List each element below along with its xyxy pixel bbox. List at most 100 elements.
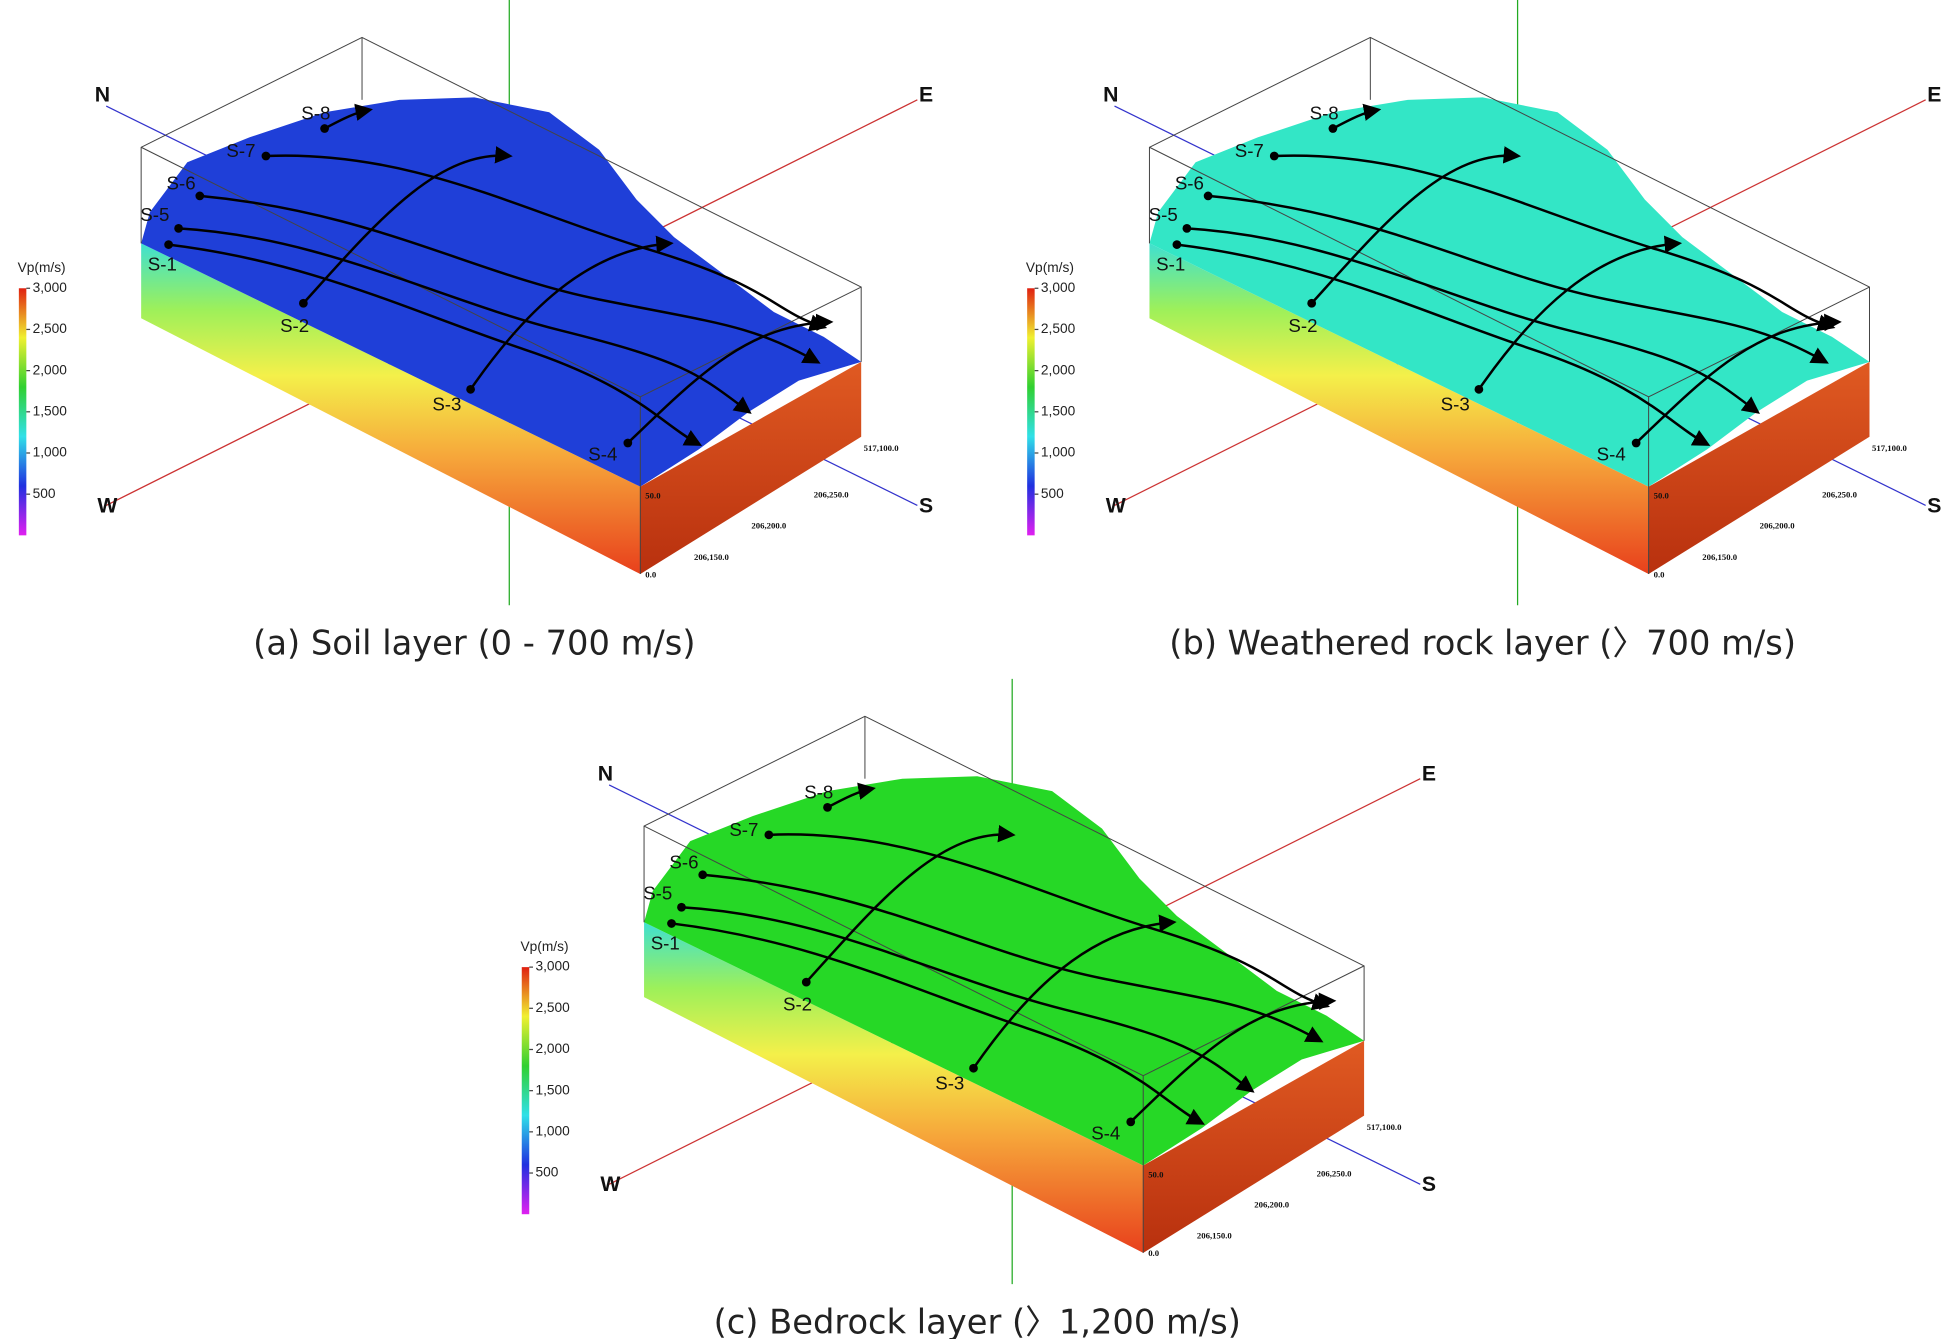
direction-label: E: [1927, 84, 1941, 107]
survey-point: [164, 240, 173, 249]
survey-line: [168, 243, 703, 446]
block-side: [141, 243, 641, 575]
survey-point: [623, 438, 633, 448]
coordinate-label: 206,250.0: [1317, 1168, 1353, 1178]
survey-point: [1269, 151, 1279, 161]
direction-label: E: [919, 84, 933, 107]
survey-point: [1328, 124, 1338, 133]
coordinate-label: 206,200.0: [1254, 1199, 1290, 1209]
survey-label: S-2: [783, 994, 812, 1015]
legend-tick-label: 3,000: [535, 959, 570, 974]
survey-line: [671, 922, 1205, 1125]
survey-label: S-3: [935, 1072, 964, 1093]
legend-tick-label: 1,000: [1041, 445, 1076, 460]
survey-line: [768, 833, 1331, 1011]
survey-label: S-4: [1597, 443, 1626, 464]
survey-line: [1332, 103, 1382, 130]
survey-label: S-6: [1175, 173, 1204, 194]
legend-tick-label: 500: [535, 1165, 558, 1180]
survey-label: S-2: [280, 315, 309, 336]
coordinate-label: 206,250.0: [1822, 489, 1858, 499]
survey-point: [299, 298, 308, 308]
survey-point: [1203, 191, 1213, 201]
survey-line: [1635, 313, 1842, 444]
coordinate-label: 206,150.0: [1702, 552, 1738, 562]
legend-tick-label: 2,000: [535, 1041, 570, 1056]
legend-tick-label: 500: [1041, 486, 1064, 501]
legend-tick-label: 1,000: [33, 445, 68, 460]
survey-line: [178, 227, 752, 414]
caption: (a) Soil layer (0 - 700 m/s): [253, 624, 695, 663]
survey-point: [823, 803, 832, 812]
survey-point: [698, 870, 708, 880]
legend-tick-label: 3,000: [1041, 280, 1076, 295]
survey-point: [764, 830, 774, 840]
survey-label: S-3: [1441, 394, 1470, 415]
survey-line: [1274, 154, 1836, 332]
survey-line: [302, 146, 513, 305]
coordinate-label: 50.0: [1654, 491, 1670, 501]
colorbar: [1027, 288, 1035, 536]
caption: (c) Bedrock layer (〉1,200 m/s): [714, 1303, 1241, 1339]
survey-label: S-1: [1156, 254, 1185, 275]
panel: S-1 S-2 S-3 S-4 S-5 S-6 S-7 S-8 N E W S 517,100.0 206…: [18, 0, 933, 663]
legend-title: Vp(m/s): [1026, 260, 1074, 275]
survey-label: S-5: [1149, 204, 1178, 225]
legend-tick-label: 500: [33, 486, 56, 501]
survey-point: [1172, 240, 1182, 249]
survey-label: S-1: [651, 933, 680, 954]
direction-label: W: [600, 1173, 620, 1196]
direction-label: S: [919, 494, 933, 517]
survey-line: [265, 154, 828, 332]
coordinate-label: 0.0: [1654, 569, 1666, 579]
survey-line: [805, 824, 1016, 983]
survey-line: [1310, 146, 1522, 305]
survey-point: [1307, 298, 1317, 308]
survey-label: S-7: [226, 140, 255, 161]
survey-point: [174, 223, 183, 233]
legend-tick-label: 1,500: [33, 403, 68, 418]
coordinate-label: 206,150.0: [694, 552, 730, 562]
survey-point: [1474, 384, 1484, 394]
legend-tick-label: 2,000: [1041, 362, 1076, 377]
panel: S-1 S-2 S-3 S-4 S-5 S-6 S-7 S-8 N E W S 517,100.0 206…: [521, 678, 1436, 1339]
legend-tick-label: 1,000: [535, 1123, 570, 1138]
block-side: [644, 922, 1144, 1253]
survey-line: [702, 873, 1324, 1043]
coordinate-label: 206,200.0: [751, 521, 787, 531]
survey-point: [969, 1063, 978, 1073]
survey-label: S-2: [1288, 315, 1317, 336]
coordinate-label: 206,250.0: [814, 489, 850, 499]
coordinate-label: 517,100.0: [1872, 443, 1908, 453]
survey-label: S-1: [148, 254, 177, 275]
survey-label: S-5: [140, 204, 169, 225]
legend-tick-label: 2,500: [33, 321, 68, 336]
survey-line: [681, 905, 1255, 1093]
layer-surface: [1149, 97, 1870, 487]
direction-label: S: [1927, 494, 1941, 517]
direction-label: N: [95, 84, 110, 107]
legend-tick-label: 2,000: [33, 362, 68, 377]
survey-label: S-4: [1091, 1122, 1120, 1143]
survey-point: [1182, 223, 1192, 233]
survey-point: [261, 151, 271, 161]
direction-label: W: [97, 494, 117, 517]
survey-label: S-8: [1310, 103, 1339, 124]
direction-label: W: [1106, 494, 1126, 517]
legend-tick-label: 3,000: [33, 280, 68, 295]
survey-line: [199, 194, 821, 364]
survey-label: S-7: [1235, 140, 1264, 161]
coordinate-label: 50.0: [1148, 1170, 1164, 1180]
coordinate-label: 0.0: [645, 569, 657, 579]
survey-label: S-4: [588, 443, 617, 464]
layer-surface: [141, 97, 862, 487]
survey-label: S-6: [167, 173, 196, 194]
survey-line: [324, 103, 373, 130]
block-side: [1149, 243, 1649, 575]
survey-line: [1207, 194, 1829, 364]
survey-line: [626, 313, 834, 444]
legend-title: Vp(m/s): [18, 260, 66, 275]
coordinate-label: 517,100.0: [864, 443, 900, 453]
